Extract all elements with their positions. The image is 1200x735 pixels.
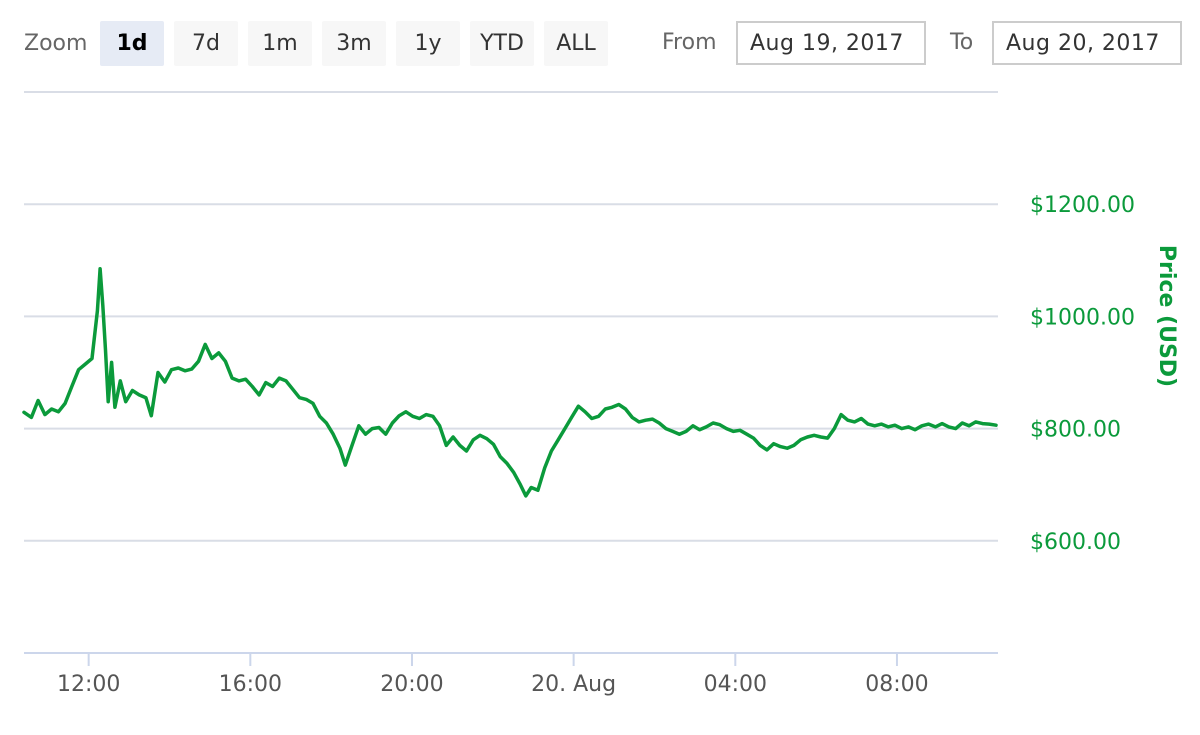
x-tick-label: 04:00 <box>704 672 767 697</box>
y-tick-label: $1000.00 <box>1030 305 1135 330</box>
x-tick-label: 20:00 <box>380 672 443 697</box>
x-tick-label: 16:00 <box>219 672 282 697</box>
y-axis-tick-labels: $600.00 $800.00 $1000.00 $1200.00 <box>1030 193 1135 555</box>
zoom-button-1m[interactable]: 1m <box>248 21 312 66</box>
zoom-button-1y[interactable]: 1y <box>396 21 460 66</box>
to-label: To <box>950 30 974 55</box>
zoom-button-ytd[interactable]: YTD <box>470 21 534 66</box>
range-selector-toolbar: Zoom 1d 7d 1m 3m 1y YTD ALL From To <box>0 0 1200 90</box>
x-tick-label: 08:00 <box>865 672 928 697</box>
from-date-input[interactable] <box>736 21 926 65</box>
zoom-button-1d[interactable]: 1d <box>100 21 164 66</box>
y-tick-label: $600.00 <box>1030 530 1121 555</box>
zoom-button-3m[interactable]: 3m <box>322 21 386 66</box>
price-series-line[interactable] <box>22 266 998 498</box>
to-date-input[interactable] <box>992 21 1182 65</box>
zoom-button-all[interactable]: ALL <box>544 21 608 66</box>
y-axis-title: Price (USD) <box>1154 245 1179 387</box>
y-tick-label: $1200.00 <box>1030 193 1135 218</box>
x-axis-ticks: 12:00 16:00 20:00 20. Aug 04:00 08:00 <box>57 653 929 697</box>
x-tick-label: 20. Aug <box>531 672 616 697</box>
zoom-button-7d[interactable]: 7d <box>174 21 238 66</box>
from-label: From <box>662 30 717 55</box>
zoom-label: Zoom <box>24 31 88 56</box>
x-tick-label: 12:00 <box>57 672 120 697</box>
y-tick-label: $800.00 <box>1030 418 1121 443</box>
